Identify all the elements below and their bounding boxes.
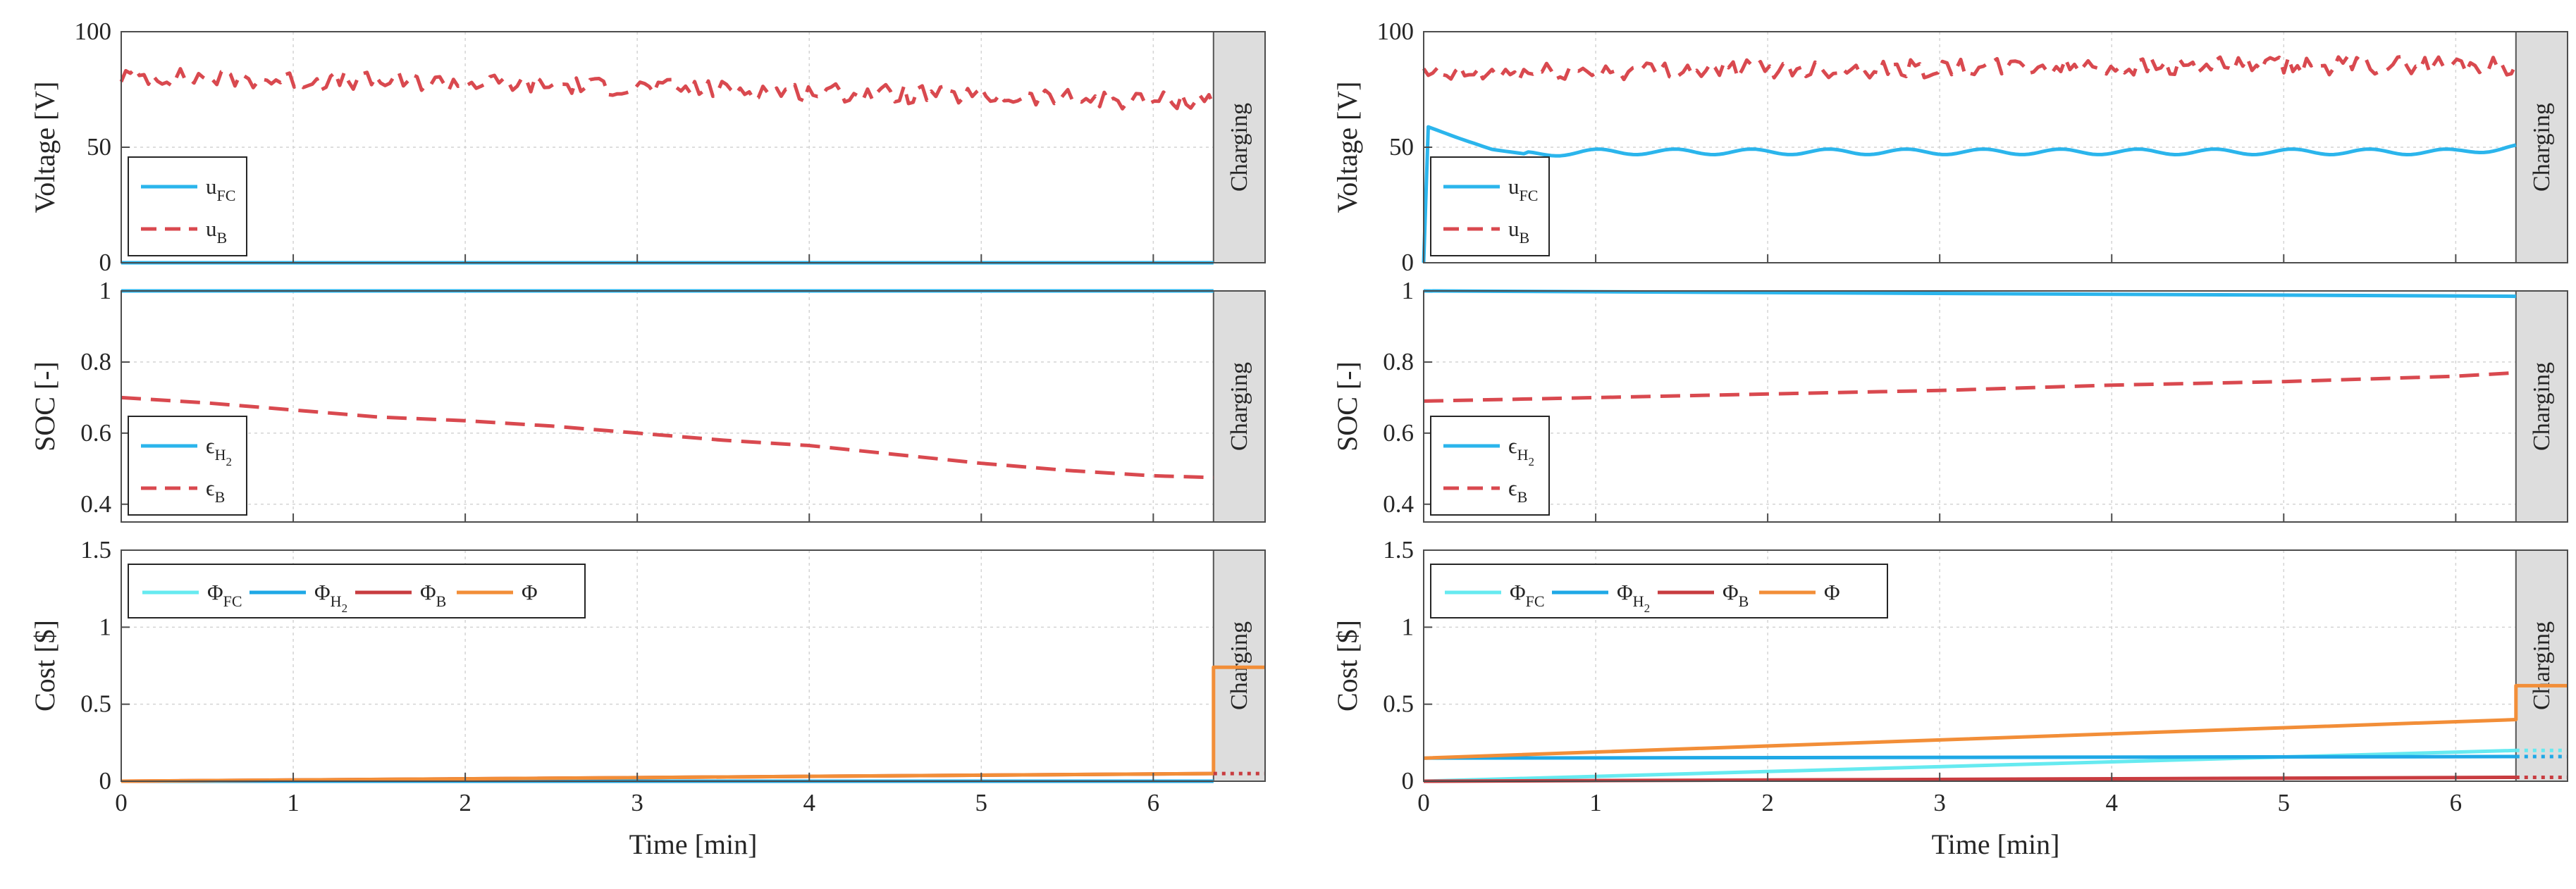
y-tick-label: 0.8 (1383, 348, 1414, 375)
y-tick-label: 50 (1389, 133, 1414, 161)
x-tick-label: 1 (287, 789, 300, 816)
x-axis-label: Time [min] (1932, 828, 2060, 860)
y-tick-label: 100 (75, 18, 112, 45)
legend-label: ΦH2 (1617, 580, 1650, 615)
x-tick-label: 0 (115, 789, 128, 816)
charging-region (1212, 290, 1267, 523)
x-tick-label: 6 (2450, 789, 2463, 816)
series-line (1423, 289, 2516, 299)
legend-label: Φ (522, 580, 538, 604)
series-line (1423, 754, 2516, 760)
y-axis-label: Voltage [V] (1331, 82, 1363, 213)
y-axis-label: SOC [-] (29, 361, 61, 452)
y-tick-label: 0.4 (1383, 490, 1414, 518)
x-tick-label: 3 (1933, 789, 1946, 816)
axes-frame (1423, 549, 2568, 782)
x-tick-label: 5 (975, 789, 988, 816)
x-tick-label: 2 (459, 789, 472, 816)
legend: ϵH2 ϵB (128, 416, 247, 516)
y-tick-label: 1 (1402, 277, 1415, 304)
x-axis-label: Time [min] (629, 828, 758, 860)
series-line (119, 66, 1216, 111)
legend: ϵH2 ϵB (1430, 416, 1550, 516)
y-axis-label: Cost [$] (1331, 620, 1363, 711)
y-tick-label: 50 (87, 133, 111, 161)
series-line (1423, 683, 2568, 760)
y-axis-label: Voltage [V] (29, 82, 61, 213)
subplot-soc-0: Charging 0.4 0.6 0.8 1 SOC [-] ϵH2 ϵB (29, 277, 1267, 523)
y-axis-label: SOC [-] (1331, 361, 1363, 452)
x-tick-label: 2 (1761, 789, 1774, 816)
x-tick-label: 1 (1589, 789, 1602, 816)
series-line (1422, 54, 2518, 82)
y-tick-label: 0.8 (80, 348, 111, 375)
charging-label: Charging (2529, 103, 2555, 192)
y-tick-label: 1 (1402, 613, 1415, 640)
legend-label: ΦFC (1510, 580, 1545, 610)
subplot-voltage-1: Charging 0 50 100 Voltage [V] uFC uB (1331, 18, 2569, 276)
x-tick-label: 0 (1417, 789, 1430, 816)
x-tick-label: 4 (803, 789, 815, 816)
legend-box (128, 156, 247, 256)
y-tick-label: 1.5 (80, 536, 111, 564)
y-tick-label: 0.6 (80, 419, 111, 447)
legend-label: ϵB (206, 475, 225, 506)
legend-box (1430, 416, 1550, 516)
charging-label: Charging (2529, 362, 2555, 451)
axes-frame (1423, 290, 2568, 523)
charging-region (2515, 290, 2569, 523)
legend-label: ϵB (1508, 475, 1527, 506)
y-tick-label: 0.5 (1383, 690, 1414, 718)
legend: uFC uB (128, 156, 247, 256)
legend-label: ϵH2 (206, 433, 232, 468)
y-tick-label: 1 (99, 613, 112, 640)
y-tick-label: 0 (99, 249, 112, 276)
charging-label: Charging (1226, 362, 1252, 451)
plot-area (1424, 291, 2568, 522)
legend-label: uB (206, 216, 227, 247)
y-tick-label: 0 (99, 767, 112, 795)
legend-box (1430, 156, 1550, 256)
x-tick-label: 4 (2105, 789, 2118, 816)
subplot-soc-1: Charging 0.4 0.6 0.8 1 SOC [-] ϵH2 ϵB (1331, 277, 2569, 523)
y-tick-label: 0.5 (80, 690, 111, 718)
series-line (121, 395, 1214, 480)
y-tick-label: 100 (1377, 18, 1415, 45)
y-tick-label: 0 (1402, 249, 1415, 276)
y-tick-label: 0.4 (80, 490, 111, 518)
axes-frame (121, 549, 1266, 782)
axes-frame (121, 290, 1266, 523)
y-tick-label: 1 (99, 277, 112, 304)
legend-label: ϵH2 (1508, 433, 1534, 468)
legend-label: ΦB (1723, 580, 1749, 610)
x-tick-label: 6 (1147, 789, 1160, 816)
legend-label: Φ (1824, 580, 1840, 604)
y-tick-label: 0 (1402, 767, 1415, 795)
y-tick-label: 0.6 (1383, 419, 1414, 447)
legend-label: ΦFC (207, 580, 242, 610)
legend: uFC uB (1430, 156, 1550, 256)
x-tick-label: 5 (2278, 789, 2291, 816)
series-line (1423, 371, 2516, 403)
legend: ΦFC ΦH2 ΦB Φ (1430, 564, 1888, 618)
legend-label: ΦB (420, 580, 446, 610)
charging-label: Charging (1226, 103, 1252, 192)
series-line (121, 665, 1265, 783)
legend-box (128, 416, 247, 516)
legend-label: uB (1508, 216, 1529, 247)
charging-label: Charging (2529, 621, 2555, 710)
legend-label: uFC (1508, 174, 1538, 204)
legend: ΦFC ΦH2 ΦB Φ (128, 564, 586, 618)
x-tick-label: 3 (631, 789, 643, 816)
y-tick-label: 1.5 (1383, 536, 1414, 564)
subplot-voltage-0: Charging 0 50 100 Voltage [V] uFC uB (29, 18, 1267, 276)
y-axis-label: Cost [$] (29, 620, 61, 711)
subplot-cost-1: Charging 0 0.5 1 1.5 0 1 2 3 4 5 6 Cost [$] Time [min… (1331, 536, 2569, 860)
plot-area (121, 291, 1265, 522)
legend-label: ΦH2 (314, 580, 347, 615)
series-line (1422, 125, 2517, 263)
legend-label: uFC (206, 174, 235, 204)
